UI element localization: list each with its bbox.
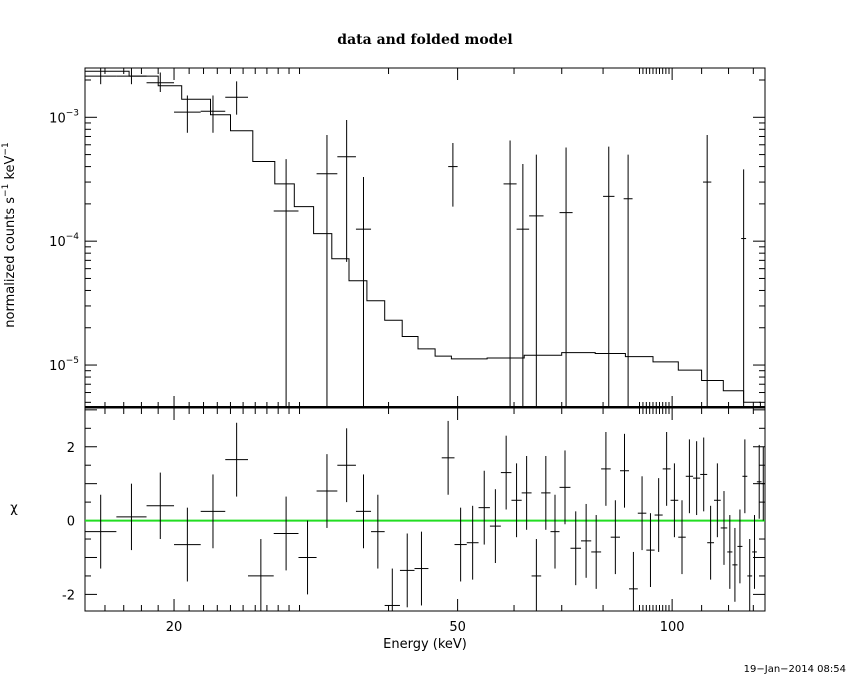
- residual-point: [685, 439, 694, 514]
- x-tick-label: 20: [166, 620, 183, 635]
- residual-point: [298, 520, 317, 595]
- residual-point: [610, 500, 621, 575]
- residual-point: [646, 513, 655, 588]
- data-point: [174, 95, 201, 133]
- residual-point: [225, 422, 249, 497]
- residual-point: [116, 483, 147, 551]
- residual-point: [511, 463, 522, 538]
- timestamp: 19−Jan−2014 08:54: [744, 664, 846, 675]
- residual-point: [559, 450, 571, 525]
- data-point: [503, 140, 517, 408]
- data-point: [225, 81, 249, 115]
- residual-point: [732, 527, 738, 602]
- residual-point: [85, 494, 117, 569]
- x-tick-label: 50: [449, 620, 466, 635]
- data-point: [316, 134, 338, 408]
- residual-point: [441, 420, 455, 495]
- residual-point: [399, 533, 415, 608]
- residual-point: [737, 509, 743, 584]
- residual-plot-area: [85, 420, 765, 611]
- spectrum-y-axis-label: normalized counts s−1 keV−1: [1, 142, 18, 327]
- residual-point: [727, 515, 733, 589]
- residual-point: [591, 515, 602, 589]
- residual-point: [414, 531, 429, 606]
- residual-point: [601, 431, 611, 506]
- residual-point: [720, 491, 728, 565]
- data-point: [337, 120, 356, 262]
- residual-point: [478, 470, 490, 545]
- data-point: [448, 143, 458, 207]
- residual-point: [678, 500, 686, 575]
- data-point: [741, 169, 747, 408]
- data-point: [200, 95, 226, 133]
- data-point: [623, 154, 633, 408]
- y-tick-label: -2: [62, 588, 75, 603]
- data-point: [559, 147, 573, 408]
- y-tick-label: 10−5: [49, 356, 79, 374]
- residual-point: [200, 474, 226, 549]
- residual-point: [662, 431, 671, 506]
- data-point: [529, 154, 544, 408]
- data-point: [146, 72, 175, 93]
- residual-point: [316, 454, 338, 528]
- y-tick-label: 0: [67, 515, 75, 530]
- residual-point: [629, 551, 638, 611]
- data-point: [603, 146, 615, 408]
- residual-point: [747, 539, 753, 611]
- residual-point: [466, 505, 479, 580]
- residual-point: [248, 539, 274, 611]
- residual-point: [174, 507, 201, 582]
- residual-point: [761, 446, 765, 521]
- residual-point: [146, 472, 175, 540]
- residual-point: [714, 463, 721, 538]
- residual-point: [752, 515, 757, 589]
- data-point: [116, 68, 147, 85]
- residual-point: [500, 435, 512, 510]
- residual-point: [337, 428, 356, 503]
- data-point: [703, 134, 712, 408]
- residual-point: [384, 568, 400, 611]
- residual-point: [700, 437, 708, 512]
- residual-point: [570, 511, 582, 586]
- residual-point: [620, 433, 630, 508]
- residual-point: [355, 474, 372, 549]
- data-point: [516, 163, 530, 408]
- residual-point: [541, 455, 551, 530]
- model-step-line: [85, 70, 765, 408]
- data-point: [273, 159, 299, 408]
- y-tick-label: 10−3: [49, 108, 79, 126]
- residual-point: [637, 476, 647, 551]
- x-axis-label: Energy (keV): [383, 637, 467, 652]
- x-tick-label: 100: [660, 620, 685, 635]
- residual-point: [454, 507, 467, 582]
- residual-frame: [84, 407, 766, 612]
- residual-point: [531, 539, 542, 611]
- spectrum-plot-area: [85, 68, 765, 408]
- residual-point: [756, 444, 762, 519]
- residual-point: [693, 441, 701, 516]
- residual-point: [521, 455, 532, 530]
- residual-point: [707, 505, 715, 580]
- residual-point: [550, 494, 560, 569]
- residual-point: [489, 489, 501, 564]
- spectrum-panel: 10−3 10−4 10−5: [49, 67, 766, 409]
- residual-point: [654, 478, 663, 552]
- residual-point: [742, 439, 748, 514]
- chart-title: data and folded model: [337, 32, 512, 48]
- y-tick-label: 10−4: [49, 232, 79, 250]
- y-tick-label: 2: [67, 441, 75, 456]
- residual-point: [670, 463, 679, 538]
- data-point: [355, 176, 372, 408]
- residual-point: [273, 496, 299, 571]
- residual-point: [371, 494, 385, 569]
- residual-point: [581, 503, 592, 578]
- data-point: [85, 68, 117, 85]
- residual-y-axis-label: χ: [10, 501, 18, 516]
